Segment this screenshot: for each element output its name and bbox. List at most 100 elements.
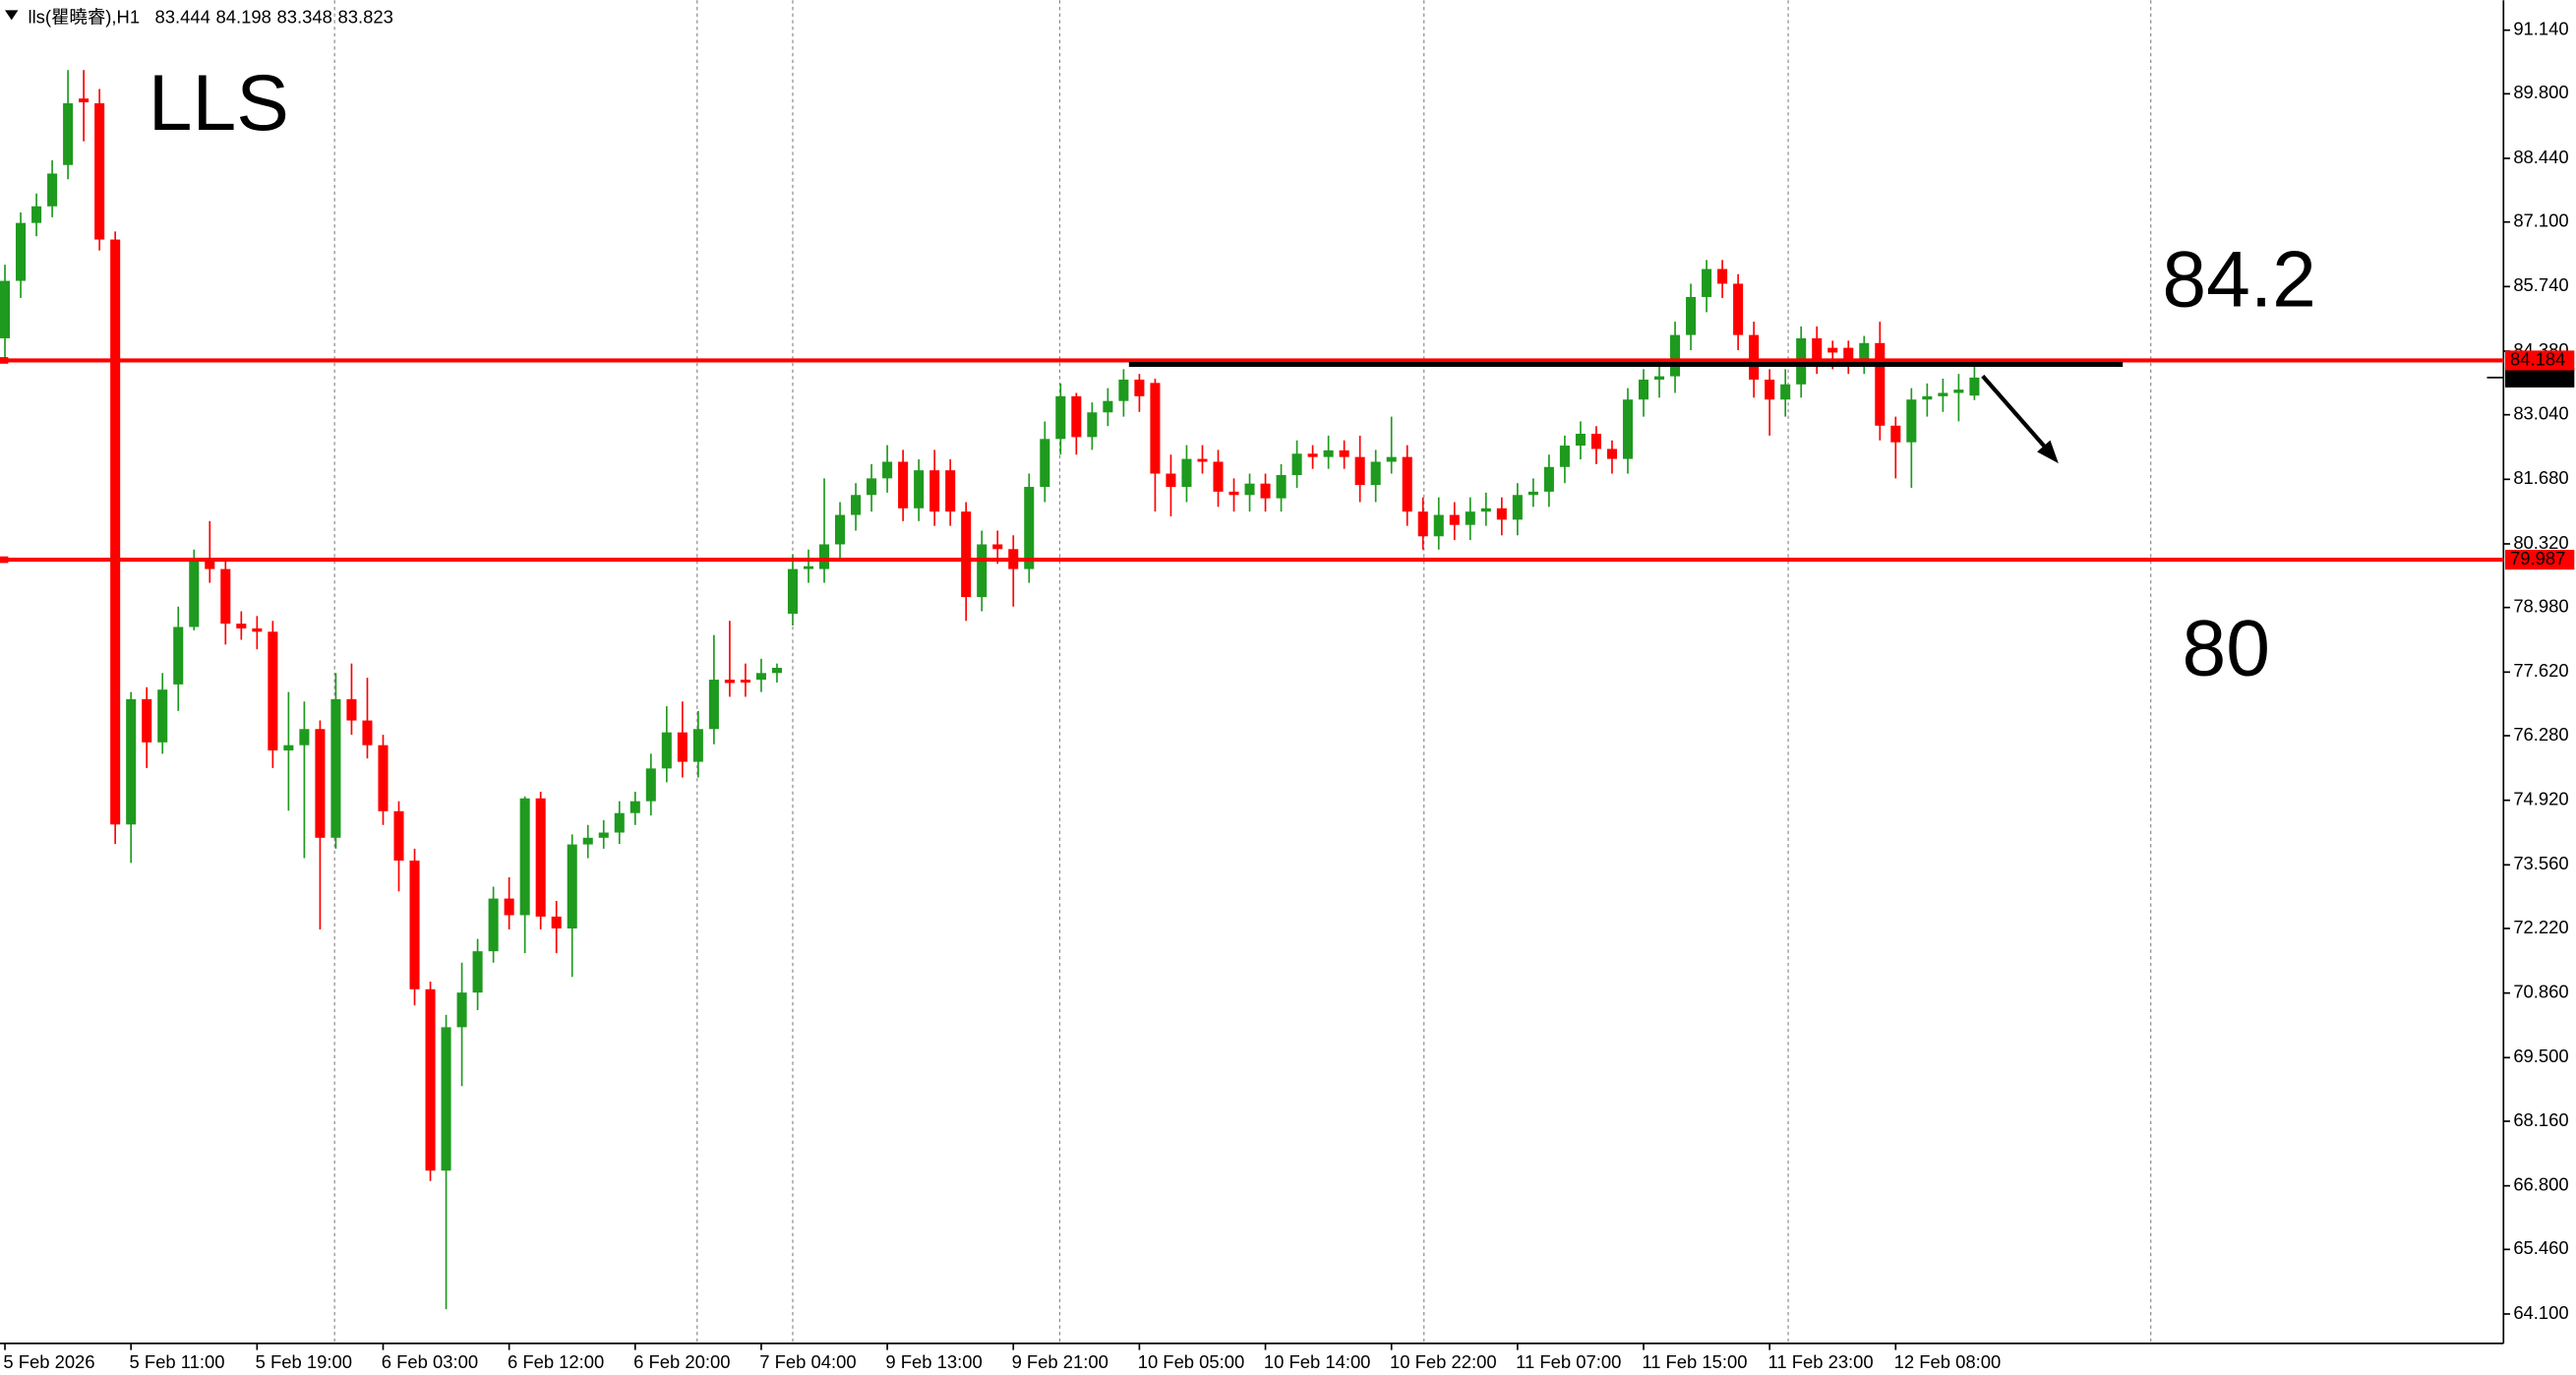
x-tick-label: 6 Feb 20:00	[633, 1351, 730, 1372]
candle-body	[31, 206, 42, 223]
header-high: 84.198	[216, 7, 271, 28]
candle-body	[1670, 334, 1681, 377]
candle-body	[582, 837, 593, 845]
candle-body	[1590, 433, 1601, 449]
x-tick-label: 6 Feb 03:00	[382, 1351, 478, 1372]
candle-body	[1559, 446, 1570, 467]
candle-body	[1244, 483, 1255, 496]
candle-body	[1166, 473, 1176, 488]
candle-body	[1875, 342, 1886, 426]
candle-body	[409, 860, 420, 989]
x-tick-label: 12 Feb 08:00	[1894, 1351, 2002, 1372]
candle-body	[1922, 395, 1933, 400]
x-tick-label: 5 Feb 19:00	[256, 1351, 352, 1372]
candle-body	[1890, 425, 1901, 443]
candle-body	[992, 544, 1003, 550]
candle-body	[1181, 458, 1192, 488]
candle-body	[1055, 395, 1066, 440]
candle-body	[1906, 399, 1917, 443]
candle-body	[94, 103, 105, 240]
candle-body	[1543, 466, 1554, 492]
candle-body	[1386, 456, 1397, 462]
header-symbol: lls(瞿曉睿),H1	[28, 7, 140, 28]
y-tick-label: 89.800	[2513, 82, 2568, 102]
candle-body	[47, 173, 58, 207]
candle-body	[1765, 379, 1775, 400]
y-tick-label: 72.220	[2513, 917, 2568, 937]
candle-body	[645, 768, 656, 802]
plot	[0, 70, 1980, 1310]
candle-body	[1480, 508, 1491, 512]
candle-body	[1103, 400, 1113, 413]
x-tick-label: 9 Feb 13:00	[885, 1351, 982, 1372]
candle-body	[1465, 511, 1475, 525]
y-tick-label: 66.800	[2513, 1174, 2568, 1195]
candle-body	[1197, 458, 1208, 462]
candle-body	[330, 698, 341, 838]
candle-body	[1291, 453, 1302, 475]
x-tick-label: 9 Feb 21:00	[1012, 1351, 1108, 1372]
candle-body	[1827, 347, 1838, 353]
candle-body	[63, 103, 74, 165]
candle-body	[1812, 337, 1823, 360]
candle-body	[519, 798, 530, 916]
candle-body	[456, 992, 467, 1028]
candle-body	[1512, 495, 1523, 520]
candle-body	[1953, 389, 1964, 393]
candle-body	[882, 461, 893, 479]
candle-body	[614, 812, 625, 833]
candle-body	[1749, 334, 1760, 380]
candle-body	[1496, 508, 1507, 520]
candle-body	[867, 478, 877, 496]
candle-body	[79, 98, 90, 103]
candle-body	[1134, 379, 1145, 396]
candle-body	[1071, 395, 1082, 438]
candle-body	[551, 916, 562, 928]
candle-body	[1118, 379, 1129, 401]
current-price-label: 83.823	[2510, 366, 2565, 387]
x-tick-label: 11 Feb 07:00	[1516, 1351, 1621, 1372]
x-tick-label: 7 Feb 04:00	[759, 1351, 856, 1372]
candle-body	[755, 673, 766, 681]
candle-body	[142, 698, 152, 743]
price-level-label: 84.184	[2510, 348, 2565, 369]
candle-body	[1307, 453, 1318, 457]
candle-body	[315, 729, 326, 838]
candle-body	[283, 745, 294, 750]
candle-body	[1354, 456, 1365, 486]
candle-body	[724, 680, 735, 684]
y-tick-label: 77.620	[2513, 660, 2568, 681]
candle-body	[504, 898, 514, 916]
candle-body	[787, 568, 799, 614]
candle-body	[0, 280, 11, 338]
candle-body	[1339, 449, 1349, 457]
candle-body	[818, 544, 830, 569]
candle-body	[252, 628, 263, 632]
candle-body	[441, 1027, 451, 1171]
candle-body	[629, 801, 640, 813]
candle-body	[677, 732, 688, 762]
annotation: LLS	[149, 59, 289, 148]
candle-body	[236, 624, 247, 628]
y-tick-label: 78.980	[2513, 596, 2568, 617]
candle-body	[126, 698, 137, 825]
candle-body	[567, 844, 577, 928]
current-price-tag	[2504, 367, 2575, 388]
price-level-tag	[2504, 350, 2575, 371]
x-tick-label: 10 Feb 22:00	[1390, 1351, 1497, 1372]
candle-body	[851, 495, 862, 515]
candle-body	[771, 667, 782, 674]
y-tick-label: 76.280	[2513, 724, 2568, 745]
y-tick-label: 69.500	[2513, 1046, 2568, 1066]
candle-body	[346, 698, 357, 721]
candle-body	[535, 798, 546, 917]
header-open: 83.444	[155, 7, 210, 28]
candle-body	[1780, 384, 1791, 400]
y-tick-label: 65.460	[2513, 1237, 2568, 1258]
header-icon	[5, 10, 19, 21]
annotation: 80	[2183, 605, 2270, 693]
candle-body	[189, 561, 200, 628]
candle-body	[835, 514, 846, 545]
